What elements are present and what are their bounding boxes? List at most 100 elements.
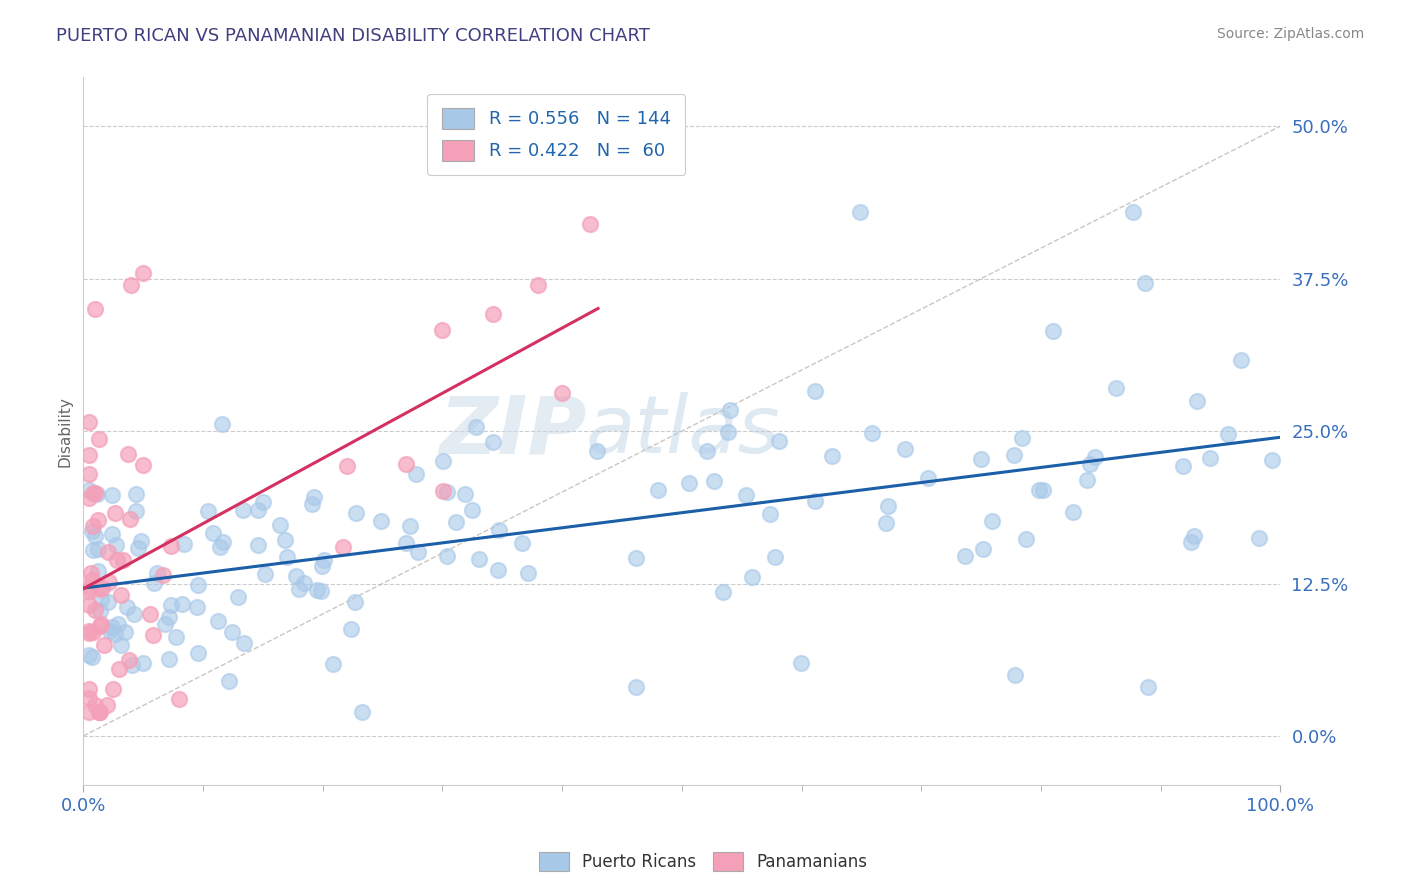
Point — [460, 503, 482, 517]
Point — [1261, 453, 1284, 467]
Point — [344, 506, 367, 520]
Point — [804, 384, 827, 398]
Point — [343, 595, 366, 609]
Point — [252, 495, 274, 509]
Point — [79, 581, 101, 595]
Point — [228, 590, 250, 604]
Point — [121, 657, 143, 672]
Point — [972, 541, 994, 556]
Point — [350, 705, 373, 719]
Point — [717, 425, 740, 440]
Point — [970, 452, 993, 467]
Point — [82, 574, 104, 588]
Point — [107, 616, 129, 631]
Point — [486, 562, 509, 576]
Point — [125, 504, 148, 518]
Point — [1011, 431, 1033, 445]
Point — [89, 705, 111, 719]
Point — [90, 592, 112, 607]
Point — [877, 500, 900, 514]
Point — [821, 449, 844, 463]
Point — [120, 512, 142, 526]
Point — [763, 550, 786, 565]
Point — [1216, 426, 1239, 441]
Point — [464, 420, 486, 434]
Point — [314, 552, 336, 566]
Point — [1135, 276, 1157, 290]
Point — [142, 628, 165, 642]
Point — [527, 277, 550, 292]
Point — [436, 485, 458, 500]
Point — [585, 444, 607, 458]
Point — [233, 636, 256, 650]
Point — [207, 614, 229, 628]
Point — [155, 616, 177, 631]
Point — [510, 536, 533, 550]
Point — [159, 540, 181, 554]
Point — [1198, 450, 1220, 465]
Point — [82, 625, 104, 640]
Point — [187, 646, 209, 660]
Point — [432, 454, 454, 468]
Point — [218, 674, 240, 689]
Point — [1042, 324, 1064, 338]
Point — [468, 551, 491, 566]
Point — [678, 475, 700, 490]
Point — [917, 470, 939, 484]
Point — [488, 523, 510, 537]
Point — [955, 549, 977, 563]
Point — [273, 533, 295, 547]
Point — [394, 457, 416, 471]
Point — [980, 514, 1002, 528]
Point — [718, 403, 741, 417]
Point — [97, 545, 120, 559]
Point — [1171, 459, 1194, 474]
Point — [139, 607, 162, 621]
Point — [713, 585, 735, 599]
Point — [120, 277, 142, 292]
Point — [1230, 353, 1253, 368]
Point — [269, 518, 291, 533]
Point — [117, 447, 139, 461]
Point — [110, 588, 132, 602]
Point — [209, 541, 232, 555]
Text: ZIP: ZIP — [439, 392, 586, 470]
Point — [86, 564, 108, 578]
Point — [1137, 680, 1160, 694]
Point — [339, 622, 361, 636]
Point — [127, 541, 149, 555]
Point — [370, 514, 392, 528]
Point — [170, 598, 193, 612]
Point — [90, 617, 112, 632]
Point — [186, 599, 208, 614]
Point — [247, 503, 270, 517]
Point — [301, 497, 323, 511]
Point — [89, 582, 111, 597]
Point — [80, 650, 103, 665]
Point — [87, 705, 110, 719]
Point — [202, 526, 225, 541]
Text: atlas: atlas — [586, 392, 780, 470]
Point — [125, 487, 148, 501]
Point — [624, 680, 647, 694]
Point — [114, 624, 136, 639]
Point — [82, 519, 104, 533]
Point — [152, 568, 174, 582]
Point — [768, 434, 790, 448]
Point — [101, 619, 124, 633]
Point — [1180, 535, 1202, 549]
Point — [254, 566, 277, 581]
Point — [122, 607, 145, 621]
Point — [322, 657, 344, 672]
Point — [1002, 448, 1025, 462]
Point — [105, 553, 128, 567]
Legend: R = 0.556   N = 144, R = 0.422   N =  60: R = 0.556 N = 144, R = 0.422 N = 60 — [427, 94, 685, 175]
Point — [1084, 450, 1107, 465]
Point — [132, 458, 155, 473]
Point — [110, 639, 132, 653]
Point — [221, 624, 243, 639]
Point — [104, 538, 127, 552]
Point — [77, 467, 100, 481]
Point — [309, 584, 332, 599]
Point — [118, 653, 141, 667]
